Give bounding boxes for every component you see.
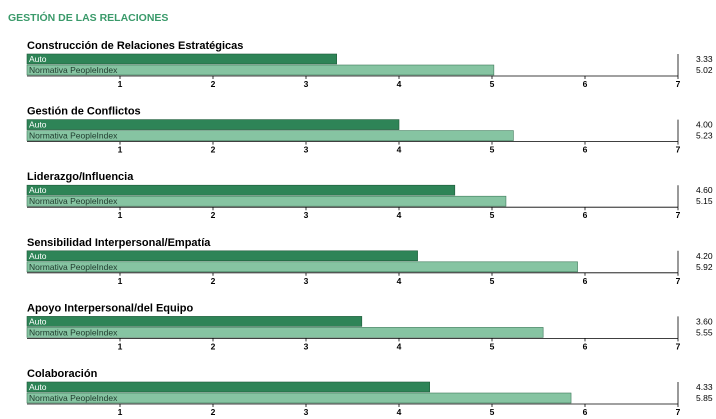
- tick-label: 5: [490, 145, 495, 155]
- auto-bar-label: Auto: [29, 316, 47, 326]
- tick-label: 2: [211, 276, 216, 286]
- tick-label: 5: [490, 210, 495, 220]
- normativa-bar-label: Normativa PeopleIndex: [29, 196, 118, 206]
- tick-label: 2: [211, 407, 216, 417]
- tick-label: 3: [304, 145, 309, 155]
- auto-bar-label: Auto: [29, 120, 47, 130]
- normativa-bar-label: Normativa PeopleIndex: [29, 393, 118, 403]
- tick-label: 3: [304, 210, 309, 220]
- tick-label: 5: [490, 79, 495, 89]
- tick-label: 4: [397, 407, 402, 417]
- normativa-value: 5.02: [696, 65, 713, 75]
- tick-label: 3: [304, 79, 309, 89]
- section-title: GESTIÓN DE LAS RELACIONES: [8, 11, 168, 24]
- auto-bar: [26, 119, 400, 130]
- tick-label: 1: [118, 79, 123, 89]
- normativa-bar: [26, 392, 572, 404]
- competency-group: Sensibilidad Interpersonal/Empatía AutoNo…: [26, 237, 713, 286]
- competency-title: Sensibilidad Interpersonal/Empatía: [27, 237, 211, 249]
- tick-label: 4: [397, 210, 402, 220]
- normativa-value: 5.55: [696, 327, 713, 337]
- tick-label: 7: [676, 341, 681, 351]
- tick-label: 3: [304, 276, 309, 286]
- tick-label: 1: [118, 407, 123, 417]
- normativa-bar: [26, 327, 544, 338]
- competency-title: Apoyo Interpersonal/del Equipo: [27, 302, 194, 314]
- auto-bar: [26, 381, 430, 393]
- tick-label: 1: [118, 145, 123, 155]
- normativa-bar-label: Normativa PeopleIndex: [29, 327, 118, 337]
- tick-label: 1: [118, 210, 123, 220]
- tick-label: 6: [583, 407, 588, 417]
- tick-label: 5: [490, 276, 495, 286]
- tick-label: 6: [583, 276, 588, 286]
- normativa-bar: [26, 261, 578, 273]
- tick-label: 1: [118, 341, 123, 351]
- competency-title: Gestión de Conflictos: [27, 106, 141, 118]
- auto-value: 4.20: [696, 251, 713, 261]
- normativa-value: 5.92: [696, 262, 713, 272]
- normativa-value: 5.85: [696, 393, 713, 403]
- tick-label: 7: [676, 407, 681, 417]
- auto-bar-label: Auto: [29, 251, 47, 261]
- normativa-value: 5.23: [696, 131, 713, 141]
- normativa-value: 5.15: [696, 196, 713, 206]
- normativa-bar: [26, 64, 495, 76]
- auto-bar-label: Auto: [29, 185, 47, 195]
- tick-label: 1: [118, 276, 123, 286]
- tick-label: 2: [211, 210, 216, 220]
- tick-label: 3: [304, 341, 309, 351]
- tick-label: 7: [676, 276, 681, 286]
- auto-value: 3.60: [696, 316, 713, 326]
- tick-label: 2: [211, 145, 216, 155]
- tick-label: 4: [397, 276, 402, 286]
- auto-value: 3.33: [696, 54, 713, 64]
- competency-group: Construcción de Relaciones Estratégicas A…: [26, 40, 713, 89]
- competency-title: Liderazgo/Influencia: [27, 171, 134, 183]
- auto-value: 4.00: [696, 120, 713, 130]
- tick-label: 5: [490, 407, 495, 417]
- tick-label: 5: [490, 341, 495, 351]
- auto-bar: [26, 250, 418, 262]
- tick-label: 3: [304, 407, 309, 417]
- auto-value: 4.60: [696, 185, 713, 195]
- tick-label: 4: [397, 79, 402, 89]
- auto-bar-label: Auto: [29, 382, 47, 392]
- tick-label: 4: [397, 341, 402, 351]
- auto-value: 4.33: [696, 382, 713, 392]
- normativa-bar: [26, 195, 507, 207]
- tick-label: 2: [211, 79, 216, 89]
- auto-bar: [26, 316, 363, 327]
- tick-label: 6: [583, 341, 588, 351]
- tick-label: 6: [583, 145, 588, 155]
- competency-title: Construcción de Relaciones Estratégicas: [27, 40, 243, 52]
- competency-group: Apoyo Interpersonal/del Equipo AutoNormat…: [26, 302, 713, 351]
- tick-label: 6: [583, 210, 588, 220]
- tick-label: 6: [583, 79, 588, 89]
- tick-label: 4: [397, 145, 402, 155]
- tick-label: 7: [676, 79, 681, 89]
- auto-bar-label: Auto: [29, 54, 47, 64]
- competency-title: Colaboración: [27, 368, 98, 380]
- normativa-bar: [26, 130, 514, 141]
- normativa-bar-label: Normativa PeopleIndex: [29, 262, 118, 272]
- auto-bar: [26, 53, 337, 65]
- tick-label: 7: [676, 145, 681, 155]
- tick-label: 2: [211, 341, 216, 351]
- tick-label: 7: [676, 210, 681, 220]
- normativa-bar-label: Normativa PeopleIndex: [29, 131, 118, 141]
- normativa-bar-label: Normativa PeopleIndex: [29, 65, 118, 75]
- auto-bar: [26, 184, 456, 196]
